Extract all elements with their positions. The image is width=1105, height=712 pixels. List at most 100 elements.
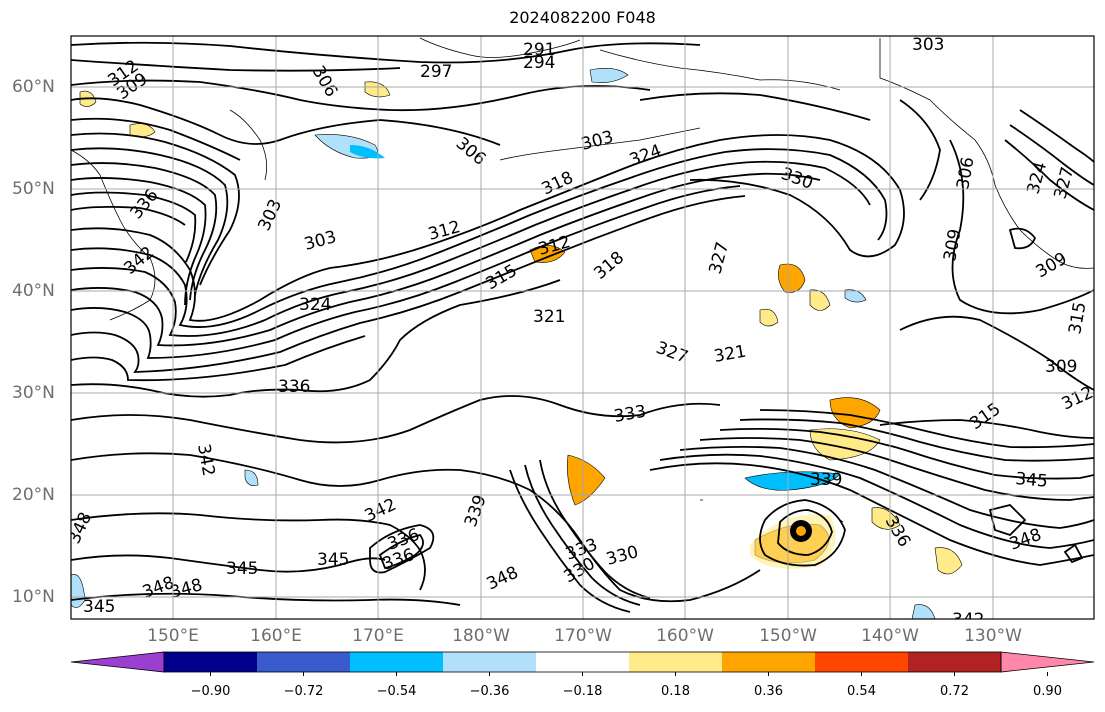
contour-label: 321 bbox=[712, 342, 747, 367]
shade-patch bbox=[809, 289, 831, 311]
contour-label: 327 bbox=[1051, 165, 1079, 202]
contour-label: 315 bbox=[966, 399, 1004, 434]
contour-label: 336 bbox=[278, 377, 310, 397]
contour-label: 324 bbox=[299, 295, 331, 315]
shade-patch bbox=[778, 263, 806, 293]
contour-layer bbox=[71, 41, 1094, 613]
contour-label: 303 bbox=[579, 127, 616, 155]
contour-label: 291 bbox=[523, 40, 555, 60]
contour-label: 336 bbox=[380, 545, 417, 575]
contour-label: 309 bbox=[1045, 357, 1077, 377]
colorbar-tick-label: −0.72 bbox=[283, 684, 324, 699]
contour-label: 348 bbox=[64, 509, 96, 547]
colorbar-segment bbox=[1000, 651, 1095, 673]
colorbar-tick-label: −0.54 bbox=[376, 684, 417, 699]
colorbar-segment bbox=[257, 652, 350, 672]
colorbar-tick-label: 0.54 bbox=[847, 684, 876, 699]
contour-label: 348 bbox=[484, 563, 522, 595]
contour-label: 306 bbox=[953, 155, 978, 190]
shade-patch bbox=[934, 547, 963, 575]
lon-label: 180°W bbox=[452, 626, 510, 646]
colorbar bbox=[70, 651, 1095, 676]
lon-label: 130°W bbox=[964, 626, 1022, 646]
contour-label: 318 bbox=[590, 248, 628, 284]
cyclone-center-marker bbox=[790, 520, 812, 542]
shade-patch bbox=[844, 289, 867, 303]
shade-patch bbox=[871, 507, 901, 530]
colorbar-segment bbox=[908, 652, 1001, 672]
contour-label: 303 bbox=[302, 227, 339, 255]
colorbar-segment bbox=[815, 652, 908, 672]
contour-label: 333 bbox=[612, 402, 647, 427]
colorbar-segment bbox=[722, 652, 815, 672]
contour-label: 294 bbox=[523, 53, 555, 73]
contour-label: 315 bbox=[1065, 300, 1090, 335]
contour-label: 345 bbox=[226, 559, 258, 579]
shade-patch bbox=[829, 397, 881, 429]
contour-label: 312 bbox=[536, 232, 573, 260]
lat-label: 50°N bbox=[12, 179, 55, 199]
contour-label: 339 bbox=[810, 470, 842, 490]
contour-label: 348 bbox=[1007, 525, 1044, 555]
contour-label: 342 bbox=[120, 243, 158, 279]
shade-patch bbox=[350, 145, 385, 159]
contour-label: 345 bbox=[317, 550, 349, 570]
shade-patch bbox=[567, 454, 606, 506]
shade-patch bbox=[589, 68, 629, 83]
colorbar-segment bbox=[536, 652, 629, 672]
lon-label: 170°E bbox=[352, 626, 404, 646]
lon-label: 170°W bbox=[554, 626, 612, 646]
contour-label: 306 bbox=[308, 63, 342, 101]
contour-label: 321 bbox=[533, 307, 565, 327]
shade-patch bbox=[911, 604, 936, 619]
contour-label: 342 bbox=[952, 610, 984, 630]
lat-label: 10°N bbox=[12, 587, 55, 607]
contour-label: 324 bbox=[1024, 160, 1052, 197]
lon-label: 140°W bbox=[861, 626, 919, 646]
colorbar-segment bbox=[350, 652, 443, 672]
shade-patch bbox=[759, 308, 779, 327]
contour-label: 339 bbox=[461, 492, 491, 529]
colorbar-tick-label: −0.90 bbox=[190, 684, 231, 699]
lat-label: 60°N bbox=[12, 77, 55, 97]
contour-label: 342 bbox=[193, 442, 218, 477]
shade-patch bbox=[244, 469, 259, 486]
colorbar-segment bbox=[164, 652, 257, 672]
map-frame bbox=[70, 35, 1095, 620]
map-title: 2024082200 F048 bbox=[509, 8, 656, 27]
lon-label: 150°E bbox=[147, 626, 199, 646]
lon-label: 150°W bbox=[759, 626, 817, 646]
contour-label: 327 bbox=[706, 240, 734, 277]
contour-label: 315 bbox=[483, 261, 521, 295]
contour-label: 312 bbox=[426, 217, 463, 245]
colorbar-segment bbox=[70, 651, 165, 673]
contour-label: 345 bbox=[83, 597, 115, 617]
coastline-layer bbox=[71, 37, 1094, 523]
lat-label: 30°N bbox=[12, 383, 55, 403]
lon-label: 160°W bbox=[656, 626, 714, 646]
colorbar-tick-label: 0.72 bbox=[940, 684, 969, 699]
shading-layer bbox=[71, 68, 963, 619]
contour-label: 342 bbox=[362, 495, 400, 527]
lon-label: 160°E bbox=[250, 626, 302, 646]
contour-label: 324 bbox=[627, 141, 664, 171]
contour-label: 345 bbox=[1015, 469, 1049, 492]
colorbar-tick-label: −0.18 bbox=[562, 684, 603, 699]
colorbar-tick-label: 0.90 bbox=[1033, 684, 1062, 699]
contour-label: 309 bbox=[1033, 249, 1071, 283]
contour-label: 297 bbox=[420, 62, 452, 82]
shade-patch bbox=[750, 514, 836, 569]
contour-label: 330 bbox=[604, 542, 641, 570]
colorbar-tick-label: 0.36 bbox=[754, 684, 783, 699]
lat-label: 20°N bbox=[12, 485, 55, 505]
contour-label: 303 bbox=[912, 35, 944, 55]
colorbar-tick-label: 0.18 bbox=[661, 684, 690, 699]
contour-label: 348 bbox=[168, 575, 205, 603]
lat-label: 40°N bbox=[12, 281, 55, 301]
contour-label: 303 bbox=[254, 196, 286, 234]
gridlines bbox=[71, 36, 1094, 619]
colorbar-tick-label: −0.36 bbox=[469, 684, 510, 699]
contour-label: 309 bbox=[940, 227, 965, 262]
colorbar-segment bbox=[443, 652, 536, 672]
